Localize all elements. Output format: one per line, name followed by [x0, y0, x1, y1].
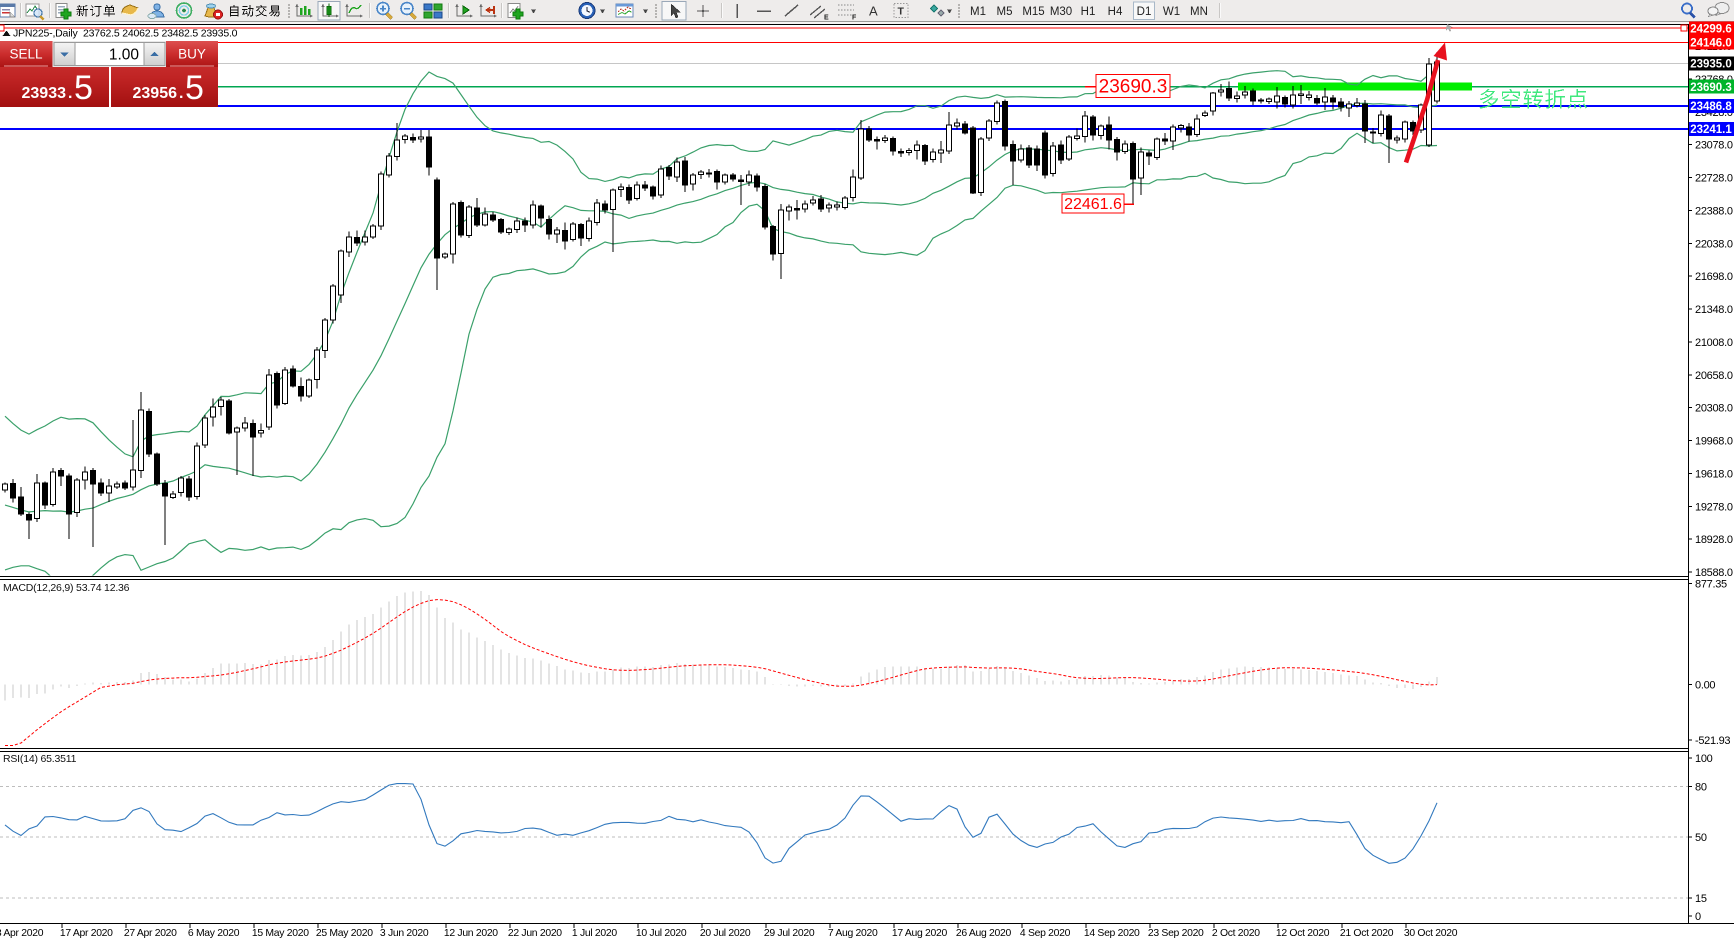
svg-text:24299.6: 24299.6 — [1690, 24, 1732, 36]
svg-text:23690.3: 23690.3 — [1690, 82, 1732, 94]
svg-text:12 Oct 2020: 12 Oct 2020 — [1276, 928, 1330, 938]
svg-text:15: 15 — [1695, 893, 1707, 905]
svg-text:25 May 2020: 25 May 2020 — [316, 928, 373, 938]
svg-text:1.00: 1.00 — [109, 47, 140, 64]
svg-text:18928.0: 18928.0 — [1695, 534, 1733, 546]
svg-text:23690.3: 23690.3 — [1099, 77, 1168, 98]
svg-text:80: 80 — [1695, 781, 1707, 793]
svg-text:23 Sep 2020: 23 Sep 2020 — [1148, 928, 1204, 938]
svg-text:23956: 23956 — [133, 85, 178, 102]
svg-text:50: 50 — [1695, 832, 1707, 844]
svg-text:20 Jul 2020: 20 Jul 2020 — [700, 928, 751, 938]
svg-text:H4: H4 — [1108, 6, 1123, 18]
svg-text:.: . — [179, 85, 183, 102]
svg-text:18588.0: 18588.0 — [1695, 567, 1733, 579]
svg-text:30 Oct 2020: 30 Oct 2020 — [1404, 928, 1458, 938]
svg-text:6 May 2020: 6 May 2020 — [188, 928, 240, 938]
svg-text:MN: MN — [1190, 6, 1208, 18]
svg-text:BUY: BUY — [178, 47, 206, 62]
svg-text:W1: W1 — [1163, 6, 1180, 18]
svg-text:24146.0: 24146.0 — [1690, 38, 1732, 50]
svg-text:5: 5 — [185, 69, 204, 107]
svg-text:19968.0: 19968.0 — [1695, 436, 1733, 448]
svg-text:21008.0: 21008.0 — [1695, 337, 1733, 349]
svg-text:8 Apr 2020: 8 Apr 2020 — [0, 928, 44, 938]
svg-text:877.35: 877.35 — [1695, 579, 1727, 591]
svg-text:23078.0: 23078.0 — [1695, 140, 1733, 152]
svg-text:7 Aug 2020: 7 Aug 2020 — [828, 928, 878, 938]
svg-text:26 Aug 2020: 26 Aug 2020 — [956, 928, 1012, 938]
svg-text:D1: D1 — [1137, 6, 1152, 18]
svg-text:M30: M30 — [1050, 6, 1072, 18]
svg-text:21698.0: 21698.0 — [1695, 271, 1733, 283]
svg-text:4 Sep 2020: 4 Sep 2020 — [1020, 928, 1071, 938]
svg-text:19278.0: 19278.0 — [1695, 501, 1733, 513]
svg-text:H1: H1 — [1081, 6, 1096, 18]
svg-text:5: 5 — [74, 69, 93, 107]
svg-text:1 Jul 2020: 1 Jul 2020 — [572, 928, 617, 938]
svg-text:23935.0: 23935.0 — [1690, 59, 1732, 71]
svg-text:14 Sep 2020: 14 Sep 2020 — [1084, 928, 1140, 938]
svg-text:17 Apr 2020: 17 Apr 2020 — [60, 928, 113, 938]
svg-text:15 May 2020: 15 May 2020 — [252, 928, 309, 938]
svg-text:23933: 23933 — [22, 85, 67, 102]
svg-text:20658.0: 20658.0 — [1695, 370, 1733, 382]
svg-text:SELL: SELL — [9, 47, 43, 62]
svg-text:.: . — [68, 85, 72, 102]
svg-text:100: 100 — [1695, 753, 1713, 765]
svg-text:M5: M5 — [997, 6, 1013, 18]
svg-text:JPN225-,Daily 23762.5 24062.5: JPN225-,Daily 23762.5 24062.5 23482.5 23… — [13, 28, 238, 40]
svg-text:RSI(14) 65.3511: RSI(14) 65.3511 — [3, 753, 77, 765]
svg-text:22461.6: 22461.6 — [1064, 196, 1122, 213]
svg-text:27 Apr 2020: 27 Apr 2020 — [124, 928, 177, 938]
svg-text:21 Oct 2020: 21 Oct 2020 — [1340, 928, 1394, 938]
svg-text:F: F — [852, 15, 857, 22]
svg-text:19618.0: 19618.0 — [1695, 468, 1733, 480]
svg-text:E: E — [824, 15, 829, 22]
svg-text:10 Jul 2020: 10 Jul 2020 — [636, 928, 687, 938]
svg-text:23486.8: 23486.8 — [1690, 101, 1732, 113]
svg-text:T: T — [898, 6, 905, 18]
svg-text:20308.0: 20308.0 — [1695, 403, 1733, 415]
svg-text:22038.0: 22038.0 — [1695, 238, 1733, 250]
svg-text:29 Jul 2020: 29 Jul 2020 — [764, 928, 815, 938]
svg-text:22388.0: 22388.0 — [1695, 205, 1733, 217]
svg-text:17 Aug 2020: 17 Aug 2020 — [892, 928, 948, 938]
svg-text:22728.0: 22728.0 — [1695, 173, 1733, 185]
svg-text:MACD(12,26,9) 53.74 12.36: MACD(12,26,9) 53.74 12.36 — [3, 582, 130, 594]
svg-text:12 Jun 2020: 12 Jun 2020 — [444, 928, 498, 938]
svg-text:22 Jun 2020: 22 Jun 2020 — [508, 928, 562, 938]
svg-text:A: A — [869, 4, 878, 19]
svg-text:M1: M1 — [970, 6, 986, 18]
svg-text:21348.0: 21348.0 — [1695, 304, 1733, 316]
svg-text:M15: M15 — [1022, 6, 1044, 18]
svg-text:3 Jun 2020: 3 Jun 2020 — [380, 928, 429, 938]
svg-text:2 Oct 2020: 2 Oct 2020 — [1212, 928, 1260, 938]
svg-text:0: 0 — [1695, 911, 1701, 923]
svg-text:-521.93: -521.93 — [1695, 735, 1730, 747]
svg-text:0.00: 0.00 — [1695, 680, 1715, 692]
svg-text:23241.1: 23241.1 — [1690, 124, 1732, 136]
